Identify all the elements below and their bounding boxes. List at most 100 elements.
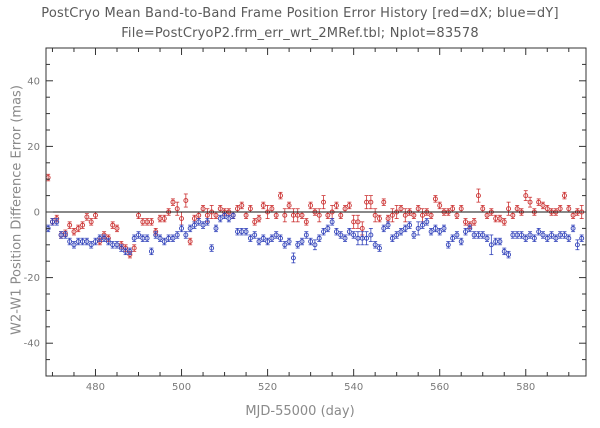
data-point-dX [110,222,116,228]
data-point-dY [364,235,370,241]
data-point-dX [420,212,425,218]
data-point-dY [415,225,421,231]
data-point-dY [402,225,408,231]
data-point-dX [402,212,408,218]
chart-title: PostCryo Mean Band-to-Band Frame Positio… [41,6,559,21]
data-point-dX [570,212,576,218]
data-point-dY [200,222,206,228]
data-point-dY [411,232,417,238]
data-point-dY [531,235,537,241]
data-point-dX [204,212,210,218]
data-point-dY [536,229,542,235]
data-point-dY [273,232,279,238]
data-point-dX [84,214,90,220]
data-point-dX [239,202,245,208]
data-point-dY [549,232,555,238]
data-point-dY [170,235,176,241]
x-tick-label: 580 [516,382,535,393]
data-point-dY [467,225,473,231]
data-point-dY [243,229,249,235]
data-point-dY [420,222,425,228]
data-point-dX [480,206,486,212]
data-point-dX [278,193,283,199]
data-point-dX [243,212,249,218]
data-point-dY [488,242,494,248]
data-point-dY [183,232,189,238]
data-point-dX [411,212,417,218]
data-point-dX [432,196,438,202]
data-point-dY [299,239,305,244]
data-point-dX [260,202,266,208]
data-point-dY [230,212,236,218]
data-point-dY [191,222,197,228]
data-point-dX [131,245,137,251]
data-point-dY [527,232,533,238]
data-point-dX [187,239,193,244]
data-point-dY [333,229,339,235]
data-point-dY [372,242,378,248]
data-point-dX [93,212,98,218]
x-tick-label: 480 [86,382,105,393]
data-point-dY [342,235,348,241]
data-point-dY [497,239,503,244]
data-point-dY [286,239,292,244]
data-point-dX [342,206,348,212]
data-point-dY [329,219,335,225]
data-point-dY [566,235,572,241]
data-point-dY [450,235,456,241]
data-point-dY [247,235,253,241]
data-point-dY [204,219,210,225]
data-point-dY [84,239,90,244]
data-point-dX [256,216,262,222]
data-point-dX [213,212,219,218]
data-point-dX [247,206,253,212]
data-point-dY [325,225,331,231]
data-point-dX [355,219,361,225]
data-point-dY [346,229,352,235]
series-dY [45,211,585,264]
data-point-dY [222,212,228,218]
data-point-dX [161,216,167,222]
data-point-dY [506,252,511,258]
data-point-dY [179,225,184,231]
data-point-dX [506,206,511,212]
y-tick-label: -20 [24,273,40,284]
data-point-dY [385,222,391,228]
data-point-dY [265,239,271,244]
x-tick-label: 520 [258,382,277,393]
data-point-dY [127,248,133,254]
data-point-dX [80,222,86,228]
data-point-dX [200,206,206,212]
data-point-dX [450,206,456,212]
data-point-dY [256,239,262,244]
data-point-dX [299,212,305,218]
data-point-dX [497,216,503,222]
data-point-dY [540,232,546,238]
data-point-dY [351,232,357,238]
data-point-dX [338,212,344,218]
data-point-dX [75,225,81,231]
data-point-dY [428,229,434,235]
data-point-dY [303,232,309,238]
data-point-dX [136,212,141,218]
data-point-dX [217,206,223,212]
data-point-dX [114,225,120,231]
data-point-dX [454,212,460,218]
data-point-dX [179,216,184,222]
data-point-dY [570,225,576,231]
data-point-dY [187,225,193,231]
data-point-dY [454,232,460,238]
data-point-dY [437,229,443,235]
data-point-dY [480,232,486,238]
data-point-dY [62,232,68,238]
data-point-dX [389,212,395,218]
data-point-dY [579,235,585,241]
data-point-dY [424,219,430,225]
data-point-dY [157,235,163,241]
data-point-dY [308,239,314,244]
data-point-dX [540,202,546,208]
data-point-dX [333,202,339,208]
data-point-dX [273,212,279,218]
data-point-dX [316,212,322,218]
data-point-dY [295,242,301,248]
